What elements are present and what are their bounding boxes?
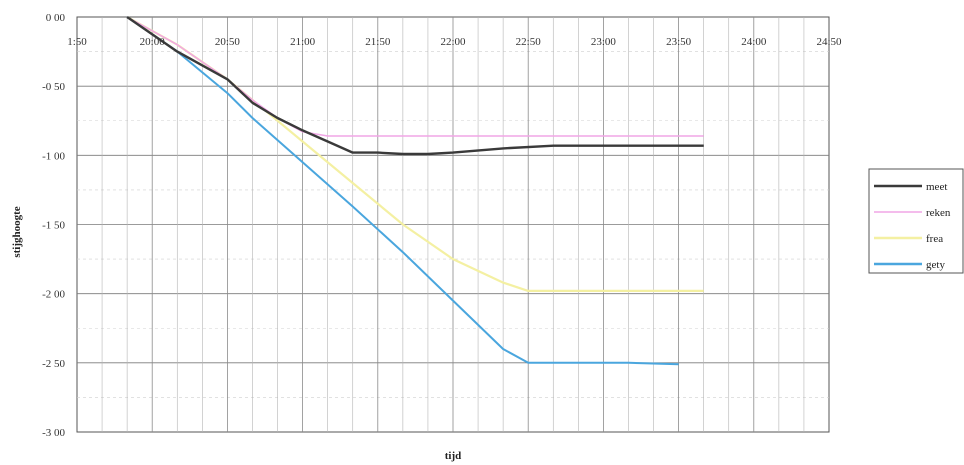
x-tick-label: 20:00 <box>140 36 166 48</box>
x-tick-label: 21:00 <box>290 36 316 48</box>
y-tick-label: -2 50 <box>42 358 65 370</box>
y-tick-labels: 0 00 -0 50 -1 00 -1 50 -2 00 -2 50 -3 00 <box>42 12 65 439</box>
y-axis-title: stijghoogte <box>11 206 23 257</box>
legend-label-reken: reken <box>926 207 951 219</box>
grid <box>77 17 829 432</box>
x-tick-label: 22:00 <box>440 36 466 48</box>
y-tick-label: -2 00 <box>42 289 65 301</box>
x-tick-labels: 1:50 20:00 20:50 21:00 21:50 22:00 22:50 23:00 2… <box>67 36 842 48</box>
y-tick-label: -3 00 <box>42 427 65 439</box>
x-tick-label: 23:50 <box>666 36 692 48</box>
y-tick-label: -0 50 <box>42 81 65 93</box>
x-tick-label: 1:50 <box>67 36 87 48</box>
series-line-meet <box>126 16 704 156</box>
y-tick-label: -1 50 <box>42 220 65 232</box>
series-line-gety <box>126 16 679 366</box>
series-lines <box>126 16 704 366</box>
x-tick-label: 20:50 <box>215 36 241 48</box>
x-tick-label: 21:50 <box>365 36 391 48</box>
x-tick-label: 24:50 <box>816 36 842 48</box>
y-tick-label: 0 00 <box>46 12 66 24</box>
legend-label-frea: frea <box>926 233 943 245</box>
x-tick-label: 23:00 <box>591 36 617 48</box>
x-tick-label: 24:00 <box>741 36 767 48</box>
y-tick-label: -1 00 <box>42 150 65 162</box>
legend-label-gety: gety <box>926 259 945 271</box>
legend-label-meet: meet <box>926 181 947 193</box>
legend-box <box>868 168 964 274</box>
x-tick-label: 22:50 <box>516 36 542 48</box>
x-axis-title: tijd <box>445 450 462 462</box>
legend: meet reken frea gety <box>868 168 964 274</box>
